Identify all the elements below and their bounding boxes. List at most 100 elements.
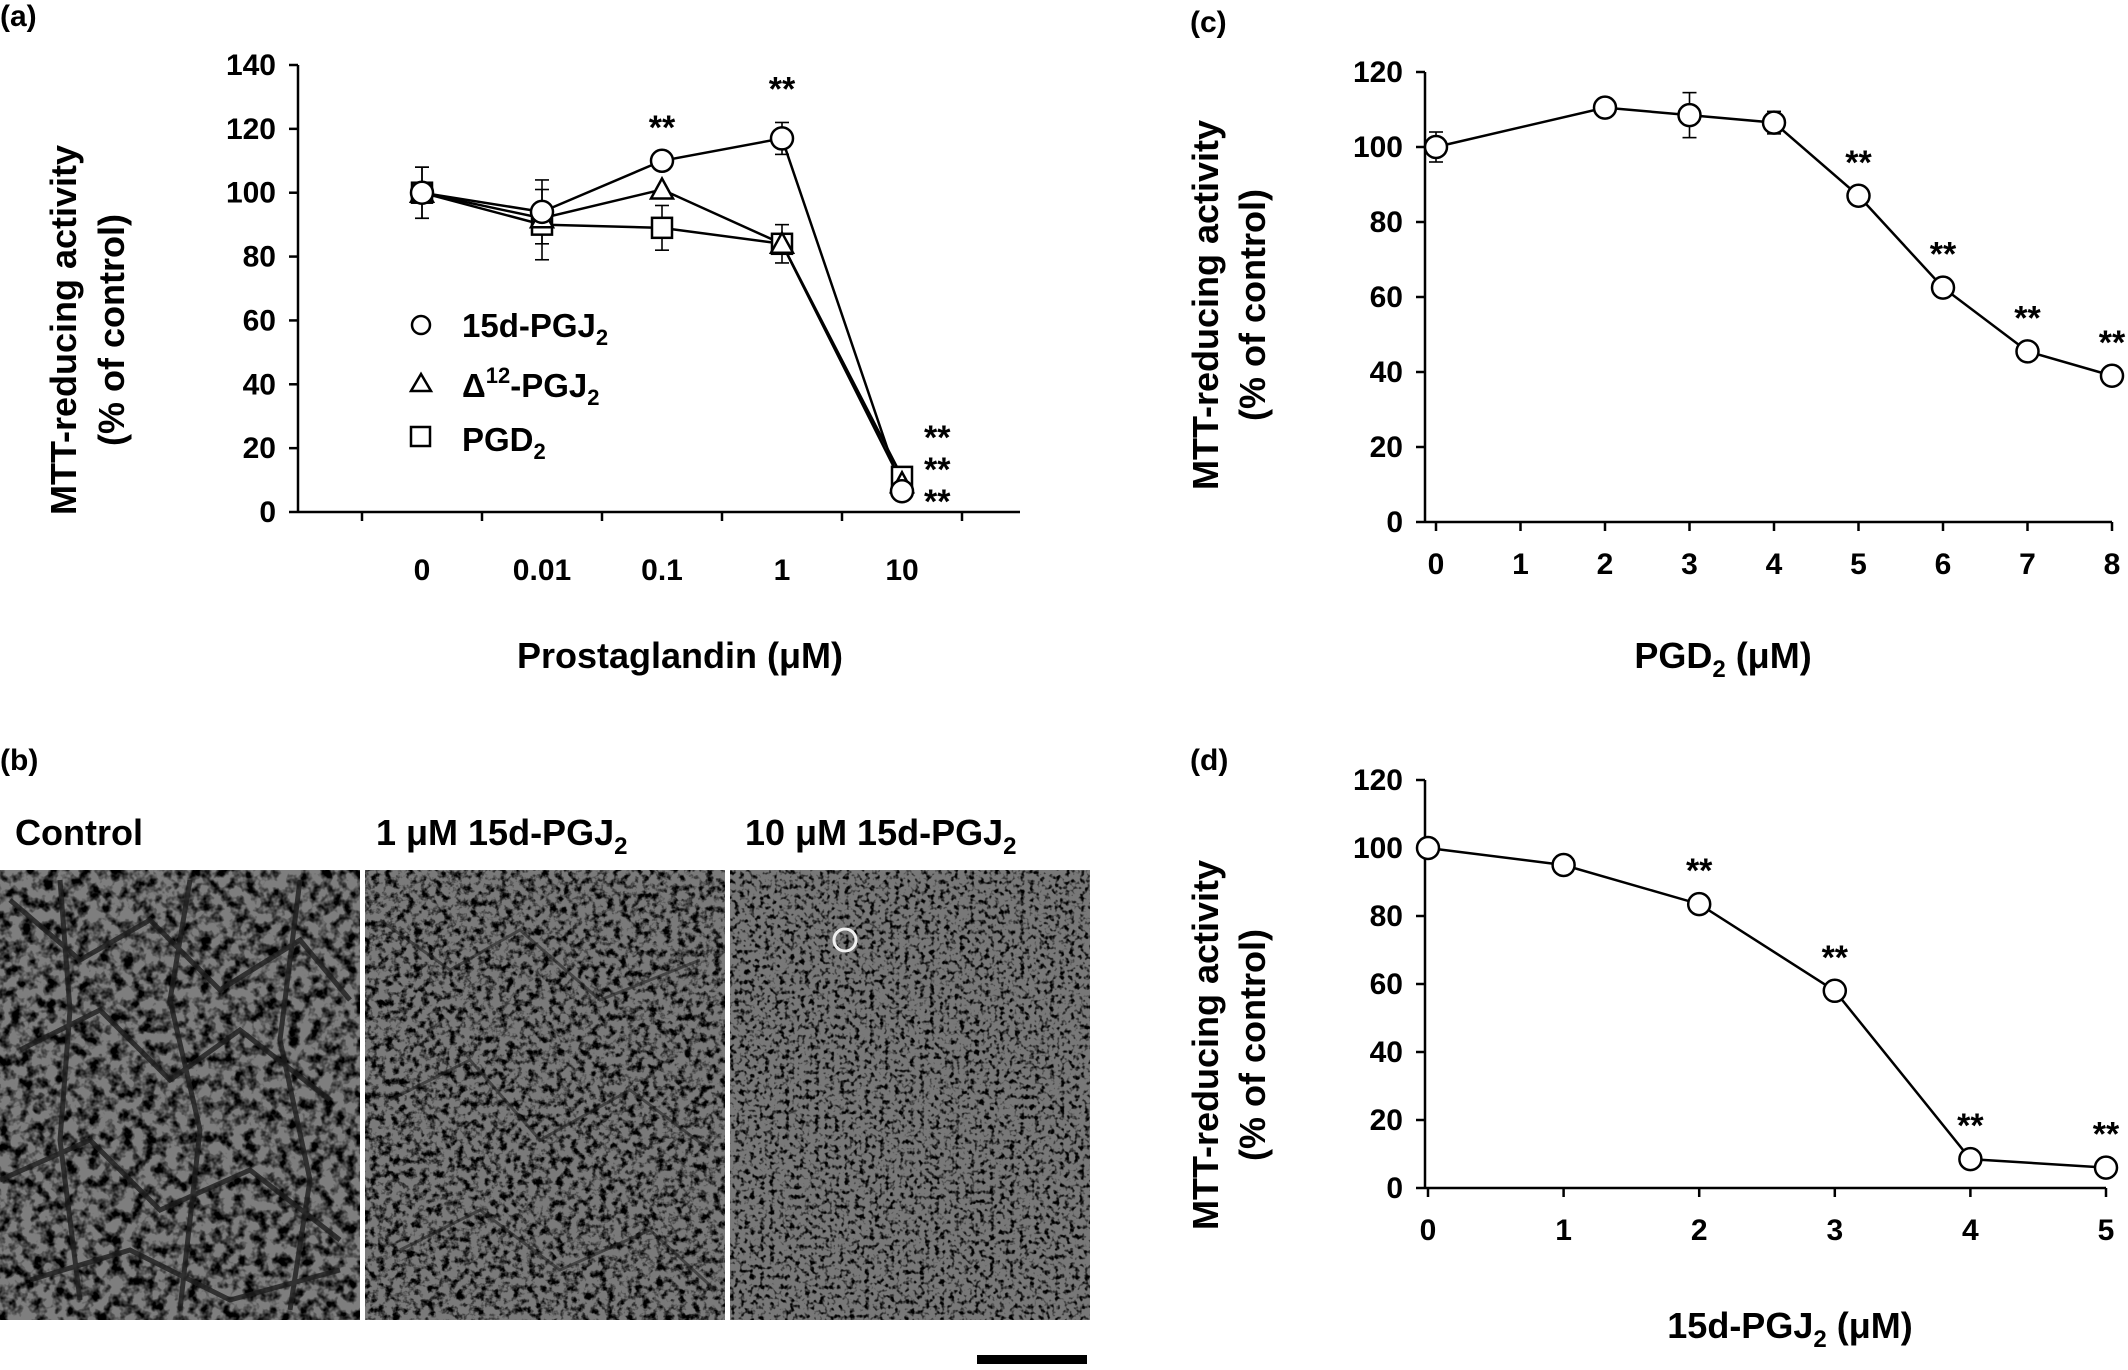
chart-c-x-tick-label: 0 (1428, 548, 1445, 581)
chart-c-y-tick-label: 80 (1370, 206, 1403, 239)
chart-d-x-tick-label: 0 (1420, 1214, 1437, 1247)
chart-a-ylabel-line2: (% of control) (91, 214, 132, 446)
chart-c-ylabel-line1: MTT-reducing activity (1185, 120, 1226, 490)
legend-label-15d-pgj2: 15d-PGJ2 (462, 307, 608, 350)
micrograph-1um (365, 870, 725, 1320)
chart-a-point-circle (769, 126, 795, 151)
chart-a-y-tick-label: 40 (243, 368, 276, 401)
chart-a-y-tick-label: 20 (243, 432, 276, 465)
chart-d-x-tick-label: 5 (2098, 1214, 2115, 1247)
chart-a-point-circle (649, 148, 675, 174)
chart-c-axes: 0 20 40 60 80 100 120 0 1 2 3 4 5 6 7 8 (1353, 56, 2120, 581)
chart-a-point-triangle (768, 230, 796, 255)
chart-c-x-tick-label: 5 (1850, 548, 1867, 581)
chart-a-axes: 0 20 40 60 80 100 120 140 0 0.01 0.1 1 10 (226, 49, 1020, 587)
chart-a-significance-mark: ** (769, 70, 796, 108)
chart-c-y-tick-label: 40 (1370, 356, 1403, 389)
chart-c-point (1761, 110, 1787, 135)
chart-a-y-tick-label: 100 (226, 177, 276, 210)
chart-a-legend: 15d-PGJ2 Δ12-PGJ2 PGD2 (408, 307, 608, 464)
chart-c-point (1930, 275, 1956, 300)
chart-d-significance-mark: ** (1957, 1107, 1984, 1145)
chart-d-significance-mark: ** (1686, 852, 1713, 890)
chart-a-y-tick-label: 140 (226, 49, 276, 82)
chart-d-point (2093, 1155, 2119, 1180)
chart-a-point-circle (889, 478, 915, 504)
chart-c-series-line (1435, 106, 2113, 377)
chart-a-x-tick-label: 0 (414, 554, 431, 587)
legend-label-pgd2: PGD2 (462, 421, 546, 464)
chart-c-point (1423, 134, 1449, 160)
chart-d-y-tick-label: 0 (1386, 1172, 1403, 1205)
scale-bar (977, 1355, 1087, 1364)
image-label-control: Control (15, 812, 143, 853)
chart-d: 0 20 40 60 80 100 120 0 1 2 3 4 5 ** ** ** ** MTT-reduc… (1185, 764, 2120, 1353)
chart-a-x-tick-label: 0.01 (513, 554, 571, 587)
panel-b: Control 1 μM 15d-PGJ2 10 μM 15d-PGJ2 (0, 812, 1090, 1364)
chart-c-series (1423, 91, 2125, 388)
image-label-1um: 1 μM 15d-PGJ2 (376, 812, 627, 860)
chart-c-significance-mark: ** (1845, 144, 1872, 182)
chart-a-x-tick-label: 10 (885, 554, 918, 587)
chart-c-x-tick-label: 4 (1766, 548, 1783, 581)
chart-c-x-tick-label: 8 (2104, 548, 2121, 581)
chart-d-significance-mark: ** (1822, 939, 1849, 977)
chart-c-x-tick-label: 2 (1597, 548, 1614, 581)
panel-label-b: (b) (0, 744, 38, 777)
chart-d-y-tick-label: 60 (1370, 968, 1403, 1001)
chart-c-point (2099, 363, 2125, 388)
chart-c-y-tick-label: 0 (1386, 506, 1403, 539)
chart-d-ylabel-line1: MTT-reducing activity (1185, 860, 1226, 1230)
panel-label-c: (c) (1190, 6, 1227, 39)
legend-triangle-marker (408, 371, 434, 393)
chart-c-significance-mark: ** (2014, 299, 2041, 337)
chart-a-y-tick-label: 120 (226, 113, 276, 146)
chart-d-series-line (1427, 846, 2107, 1169)
chart-d-point (1686, 891, 1712, 917)
chart-c-xlabel: PGD2 (μM) (1634, 635, 1811, 683)
chart-d-x-tick-label: 2 (1691, 1214, 1708, 1247)
chart-c-y-tick-label: 100 (1353, 131, 1403, 164)
chart-d-xlabel: 15d-PGJ2 (μM) (1667, 1305, 1912, 1353)
panel-label-d: (d) (1190, 744, 1228, 777)
chart-a-ylabel-line1: MTT-reducing activity (43, 145, 84, 515)
chart-d-y-tick-label: 20 (1370, 1104, 1403, 1137)
chart-c: 0 20 40 60 80 100 120 0 1 2 3 4 5 6 7 8 ** ** ** ** MTT-re… (1185, 56, 2126, 683)
legend-circle-marker (410, 314, 432, 336)
chart-c-x-tick-label: 3 (1681, 548, 1698, 581)
chart-d-x-tick-label: 4 (1962, 1214, 1979, 1247)
chart-c-ylabel-line2: (% of control) (1232, 189, 1273, 421)
panel-label-a: (a) (0, 0, 37, 33)
chart-a-significance-mark: ** (924, 451, 951, 489)
chart-d-x-tick-label: 3 (1826, 1214, 1843, 1247)
chart-c-x-tick-label: 7 (2019, 548, 2036, 581)
chart-a-significance-mark: ** (924, 483, 951, 521)
chart-a-point-circle (409, 180, 435, 205)
chart-a-x-tick-label: 1 (774, 554, 791, 587)
chart-d-y-tick-label: 40 (1370, 1036, 1403, 1069)
chart-c-y-tick-label: 120 (1353, 56, 1403, 89)
chart-c-point (1677, 102, 1702, 128)
chart-a-y-tick-label: 80 (243, 241, 276, 274)
chart-c-point (2015, 339, 2040, 364)
chart-d-significance: ** ** ** ** (1686, 852, 2120, 1154)
chart-d-point (1551, 852, 1576, 878)
chart-d-ylabel-line2: (% of control) (1232, 929, 1273, 1161)
chart-c-y-tick-label: 60 (1370, 281, 1403, 314)
chart-c-significance-mark: ** (2099, 324, 2126, 362)
chart-d-point (1415, 835, 1441, 861)
chart-a-y-tick-label: 0 (259, 496, 276, 529)
chart-c-x-tick-label: 1 (1512, 548, 1529, 581)
micrograph-control (0, 870, 360, 1320)
chart-d-series (1415, 835, 2119, 1180)
chart-c-significance: ** ** ** ** (1845, 144, 2126, 362)
chart-a-x-tick-label: 0.1 (641, 554, 683, 587)
chart-c-significance-mark: ** (1930, 236, 1957, 274)
chart-d-point (1958, 1146, 1983, 1172)
chart-c-point (1592, 95, 1618, 120)
chart-a-point-circle (529, 199, 555, 225)
chart-c-x-tick-label: 6 (1935, 548, 1952, 581)
chart-c-point (1846, 183, 1871, 208)
